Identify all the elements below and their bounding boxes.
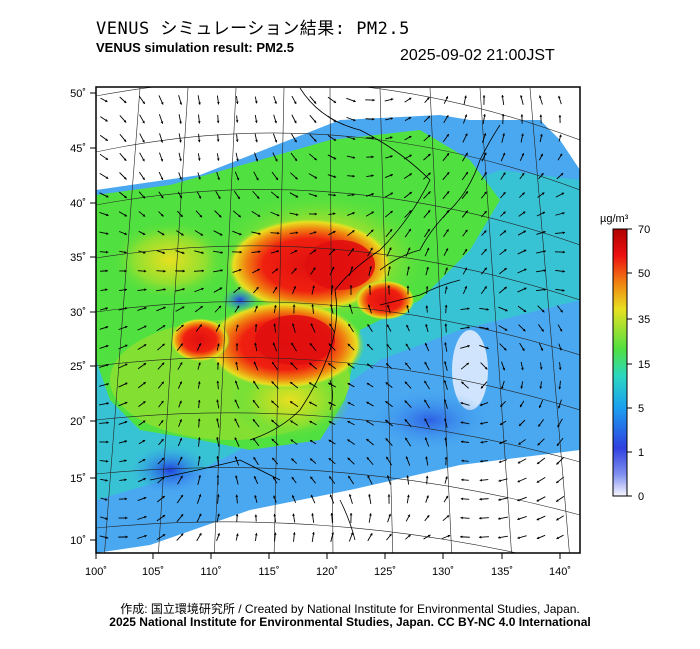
- lat-label: 15˚: [70, 473, 86, 485]
- map-frame: [95, 86, 581, 554]
- latitude-axis: 50˚ 45˚ 40˚ 35˚ 30˚ 25˚ 20˚ 15˚ 10˚: [70, 88, 96, 547]
- lat-label: 45˚: [70, 143, 86, 155]
- pm25-map: 100˚ 105˚ 110˚ 115˚ 120˚ 125˚ 130˚ 135˚ 140˚ 50˚…: [70, 86, 650, 578]
- lat-label: 40˚: [70, 198, 86, 210]
- lon-label: 115˚: [258, 566, 279, 578]
- lat-label: 10˚: [70, 535, 86, 547]
- lon-label: 140˚: [549, 566, 571, 578]
- credit-line: 作成: 国立環境研究所 / Created by National Instit…: [120, 602, 580, 616]
- colorbar: µg/m³ 70 50 35 15 5 1 0: [600, 213, 650, 503]
- lat-label: 35˚: [70, 252, 86, 264]
- copyright-line: 2025 National Institute for Environmenta…: [109, 615, 591, 629]
- longitude-axis: 100˚ 105˚ 110˚ 115˚ 120˚ 125˚ 130˚ 135˚ 140˚: [85, 553, 571, 578]
- colorbar-tick-label: 70: [638, 224, 650, 236]
- lon-label: 100˚: [85, 566, 107, 578]
- graticule: [96, 87, 580, 553]
- map-area: [96, 87, 580, 553]
- lon-label: 105˚: [142, 566, 164, 578]
- lat-label: 50˚: [70, 88, 86, 100]
- colorbar-tick-label: 1: [638, 447, 644, 459]
- colorbar-tick-label: 35: [638, 314, 650, 326]
- title-english: VENUS simulation result: PM2.5: [96, 40, 294, 55]
- lon-label: 135˚: [491, 566, 513, 578]
- timestamp: 2025-09-02 21:00JST: [400, 47, 555, 64]
- colorbar-tick-label: 50: [638, 268, 650, 280]
- colorbar-tick-label: 15: [638, 359, 650, 371]
- lat-label: 30˚: [70, 307, 86, 319]
- title-japanese: VENUS シミュレーション結果: PM2.5: [96, 19, 410, 39]
- lon-label: 120˚: [316, 566, 338, 578]
- lon-label: 130˚: [432, 566, 454, 578]
- colorbar-unit: µg/m³: [600, 213, 629, 225]
- lat-label: 25˚: [70, 361, 86, 373]
- colorbar-tick-label: 5: [638, 403, 644, 415]
- coastlines: [149, 87, 501, 541]
- lat-label: 20˚: [70, 416, 86, 428]
- wind-vectors: [99, 94, 566, 542]
- lon-label: 125˚: [374, 566, 396, 578]
- lon-label: 110˚: [200, 566, 221, 578]
- colorbar-tick-label: 0: [638, 491, 644, 503]
